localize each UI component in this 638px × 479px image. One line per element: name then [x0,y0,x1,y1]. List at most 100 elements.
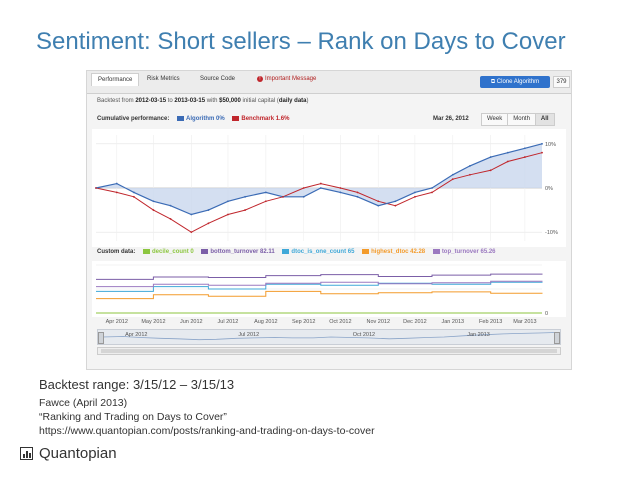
x-axis: Apr 2012 May 2012 Jun 2012 Jul 2012 Aug 2012… [92,319,566,329]
algorithm-point [431,187,433,189]
legend-top-turnover[interactable]: top_turnover 65.26 [441,249,496,256]
benchmark-point [132,195,135,198]
cumulative-legend: Cumulative performance: Algorithm 0% Ben… [97,116,289,122]
algorithm-point [523,147,526,150]
cumulative-label: Cumulative performance: [97,116,170,123]
custom-y-tick-label: 0 [545,311,548,317]
benchmark-point [302,187,305,189]
algorithm-point [339,191,342,194]
dtoc-is-one-count-swatch [282,249,290,254]
benchmark-point [339,187,342,189]
navigator-sparkline [101,332,557,341]
algorithm-area [96,143,542,215]
algorithm-point [244,195,246,198]
benchmark-point [282,195,284,198]
author-caption: Fawce (April 2013) [39,397,128,409]
benchmark-point [190,231,193,234]
backtest-summary: Backtest from 2012-03-15 to 2013-03-15 w… [97,98,309,104]
custom-data-legend: Custom data: decile_count 0 bottom_turno… [97,249,496,255]
benchmark-point [169,218,172,220]
tab-risk-metrics[interactable]: Risk Metrics [147,76,180,82]
algorithm-point [394,200,397,203]
backtest-with: with [205,98,220,104]
benchmark-point [95,187,97,189]
x-tick-label: Sep 2012 [291,319,316,325]
legend-benchmark[interactable]: Benchmark 1.6% [241,116,290,123]
tab-important-message[interactable]: ! Important Message [257,76,316,82]
benchmark-swatch [232,116,240,121]
legend-highest-dtoc[interactable]: highest_dtoc 42.28 [371,249,426,256]
time-navigator[interactable]: Apr 2012 Jul 2012 Oct 2012 Jan 2013 [97,329,561,345]
y-tick-label: 10% [545,142,556,148]
algorithm-point [190,213,193,216]
algorithm-point [115,182,118,185]
navigator-scrollbar[interactable] [97,347,561,355]
backtest-capital: $50,000 [219,98,241,104]
tab-source-code[interactable]: Source Code [200,76,236,82]
post-title-caption: “Ranking and Trading on Days to Cover” [39,411,227,423]
clone-algorithm-button[interactable]: ⧉ Clone Algorithm [480,76,550,88]
range-month-button[interactable]: Month [507,113,536,126]
custom-series-line[interactable] [96,280,543,288]
algorithm-point [356,195,359,198]
x-tick-label: Jun 2012 [179,319,203,325]
x-tick-label: Apr 2012 [105,319,128,325]
algorithm-swatch [177,116,185,121]
bottom-turnover-swatch [201,249,209,254]
backtest-mode: daily data [278,98,307,104]
navigator-label: Oct 2012 [352,332,376,338]
x-tick-label: Mar 2013 [513,319,537,325]
algorithm-point [469,165,471,167]
x-tick-label: Jul 2012 [217,319,239,325]
algorithm-point [152,200,155,203]
legend-decile-count[interactable]: decile_count 0 [152,249,194,256]
slide-title: Sentiment: Short sellers – Rank on Days … [36,28,566,55]
algorithm-point [377,204,380,207]
custom-series-line[interactable] [96,281,543,292]
benchmark-point [227,213,229,216]
logo-text: Quantopian [39,444,117,462]
clone-count-button[interactable]: 379 [553,76,570,88]
tab-important-message-label: Important Message [265,76,317,82]
benchmark-point [356,191,359,194]
clone-algorithm-label: Clone Algorithm [496,79,540,85]
custom-data-chart[interactable]: 0 [92,261,566,317]
legend-dtoc-is-one-count[interactable]: dtoc_is_one_count 65 [291,249,355,256]
custom-series-line[interactable] [96,290,543,300]
source-url-link[interactable]: https://www.quantopian.com/posts/ranking… [39,425,375,437]
benchmark-point [451,178,454,181]
legend-algorithm[interactable]: Algorithm 0% [186,116,225,123]
custom-series-line[interactable] [96,273,543,280]
backtest-screenshot: Performance Risk Metrics Source Code ! Im… [86,70,572,370]
x-tick-label: May 2012 [141,319,166,325]
range-week-button[interactable]: Week [481,113,509,126]
benchmark-point [244,209,246,211]
benchmark-point [541,151,543,154]
navigator-left-handle[interactable] [98,332,104,344]
benchmark-point [264,200,267,203]
range-all-button[interactable]: All [534,113,555,126]
scrollbar-thumb[interactable] [101,349,557,353]
benchmark-point [115,191,118,194]
benchmark-point [431,191,433,194]
benchmark-point [319,182,322,185]
benchmark-point [152,209,155,211]
algorithm-point [319,187,322,189]
backtest-start: 2012-03-15 [135,98,167,104]
navigator-label: Jan 2013 [467,332,490,338]
decile-count-swatch [143,249,151,254]
custom-data-label: Custom data: [97,249,136,256]
cumulative-performance-chart[interactable]: 10% 0% -10% [92,129,566,247]
algorithm-point [541,142,543,145]
tab-performance[interactable]: Performance [91,73,140,86]
copy-icon: ⧉ [490,79,497,85]
backtest-prefix: Backtest from [97,98,136,104]
bar-chart-icon [20,446,33,460]
range-selector: Week Month All [481,113,555,126]
benchmark-point [506,160,509,163]
backtest-close: ) [306,98,309,104]
legend-bottom-turnover[interactable]: bottom_turnover 82.11 [210,249,275,256]
navigator-line [101,332,557,341]
tab-bar: Performance Risk Metrics Source Code ! Im… [87,71,571,94]
navigator-right-handle[interactable] [554,332,560,344]
